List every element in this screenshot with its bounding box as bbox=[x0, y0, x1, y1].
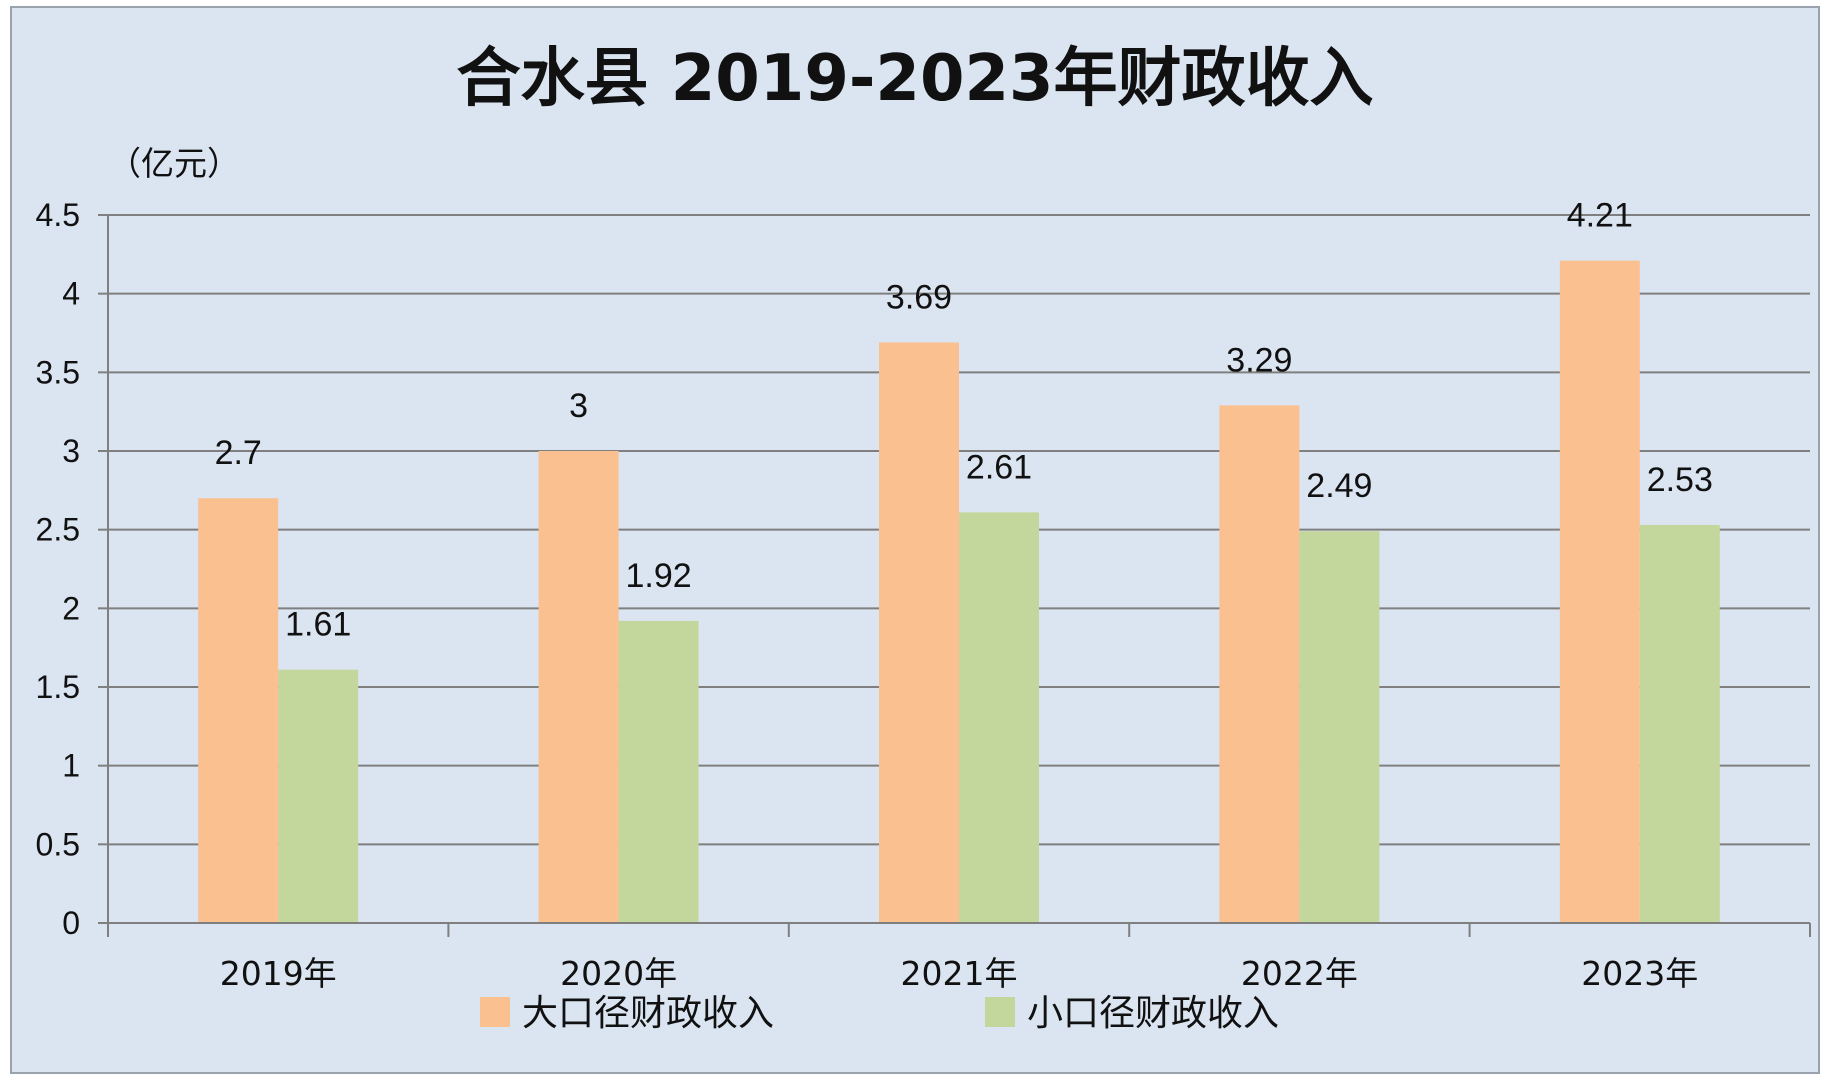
data-labels: 2.7 1.61 3 1.92 3.69 2.61 3.29 2.49 4.21 2.53 bbox=[215, 197, 1713, 644]
bar-series-1 bbox=[1219, 405, 1300, 924]
bar-series-1 bbox=[1559, 260, 1640, 923]
y-tick-label: 3.5 bbox=[36, 354, 80, 390]
legend-label: 大口径财政收入 bbox=[522, 993, 774, 1034]
legend-label: 小口径财政收入 bbox=[1027, 993, 1279, 1034]
y-tick-label: 3 bbox=[62, 433, 80, 469]
bar-series-2 bbox=[959, 512, 1039, 923]
y-tick-label: 0 bbox=[62, 905, 80, 941]
data-label: 2.61 bbox=[966, 448, 1032, 486]
bar-series-1 bbox=[538, 451, 619, 923]
bars bbox=[198, 260, 1720, 924]
y-axis-unit-label: （亿元） bbox=[108, 144, 240, 183]
data-label: 4.21 bbox=[1567, 197, 1633, 235]
y-tick-label: 4.5 bbox=[36, 197, 80, 233]
data-label: 3 bbox=[569, 387, 588, 425]
legend-swatch bbox=[985, 997, 1015, 1027]
bar-series-2 bbox=[1639, 524, 1720, 923]
legend: 大口径财政收入 小口径财政收入 bbox=[480, 993, 1279, 1034]
x-category-label: 2019年 bbox=[220, 954, 337, 993]
y-tick-label: 4 bbox=[62, 276, 80, 312]
bar-series-2 bbox=[618, 620, 699, 923]
x-category-label: 2023年 bbox=[1581, 954, 1698, 993]
x-category-label: 2022年 bbox=[1241, 954, 1358, 993]
y-tick-label: 1 bbox=[62, 748, 80, 784]
y-tick-label: 1.5 bbox=[36, 669, 80, 705]
y-tick-label: 2 bbox=[62, 590, 80, 626]
bar-series-1 bbox=[879, 342, 959, 923]
data-label: 3.29 bbox=[1226, 341, 1292, 379]
data-label: 1.92 bbox=[626, 557, 692, 595]
bar-series-2 bbox=[1299, 531, 1380, 923]
bar-series-2 bbox=[278, 669, 359, 923]
data-label: 1.61 bbox=[285, 606, 351, 644]
y-tick-label: 2.5 bbox=[36, 512, 80, 548]
chart-title: 合水县 2019-2023年财政收入 bbox=[456, 42, 1373, 116]
bar-series-1 bbox=[198, 498, 279, 923]
data-label: 2.7 bbox=[215, 434, 262, 472]
x-category-label: 2021年 bbox=[901, 954, 1018, 993]
data-label: 2.49 bbox=[1306, 467, 1372, 505]
y-tick-label: 0.5 bbox=[36, 826, 80, 862]
data-label: 3.69 bbox=[886, 278, 952, 316]
x-category-label: 2020年 bbox=[560, 954, 677, 993]
data-label: 2.53 bbox=[1647, 461, 1713, 499]
legend-swatch bbox=[480, 997, 510, 1027]
